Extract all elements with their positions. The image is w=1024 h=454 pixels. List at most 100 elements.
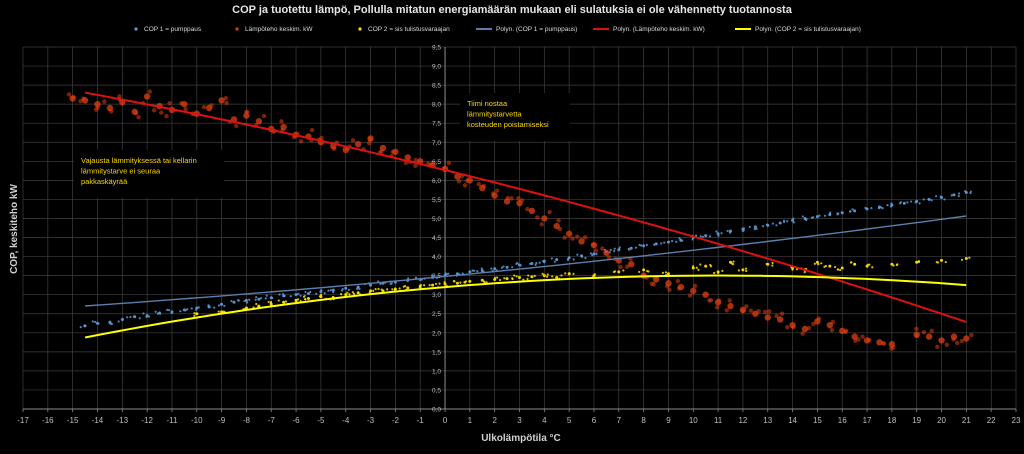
data-point-cop2	[348, 293, 351, 296]
data-point-cop2	[572, 272, 575, 275]
x-tick-label: 23	[1012, 416, 1021, 425]
x-tick-label: -17	[17, 416, 29, 425]
data-point-cop2	[459, 281, 462, 284]
data-point-cop2	[463, 280, 466, 284]
data-point-cop2	[638, 270, 641, 274]
y-tick-label: 8,5	[432, 83, 441, 90]
data-point-heat-power	[494, 188, 500, 193]
data-point-heat-power	[117, 94, 122, 99]
x-tick-label: -8	[243, 416, 251, 425]
data-point-cop1	[476, 270, 479, 273]
data-point-cop1	[248, 298, 251, 301]
data-point-cop2	[555, 276, 559, 280]
data-point-heat-power	[851, 333, 858, 340]
data-point-heat-power	[829, 327, 835, 333]
data-point-cop2	[438, 282, 441, 285]
x-tick-label: 19	[912, 416, 921, 425]
data-point-cop1	[282, 293, 285, 296]
data-point-heat-power	[889, 346, 894, 351]
x-tick-label: -16	[42, 416, 54, 425]
data-point-cop1	[264, 297, 267, 300]
data-point-cop1	[815, 215, 819, 219]
data-point-cop1	[609, 248, 612, 252]
data-point-cop1	[184, 309, 187, 312]
x-axis-label: Ulkolämpötila °C	[481, 433, 561, 444]
data-point-heat-power	[528, 207, 536, 215]
y-axis-label: COP, keskiteho kW	[9, 184, 20, 274]
data-point-heat-power	[816, 316, 822, 321]
data-point-cop2	[731, 262, 735, 266]
x-tick-label: 12	[738, 416, 747, 425]
data-point-cop2	[721, 269, 724, 272]
data-point-cop1	[91, 320, 94, 323]
data-point-cop2	[406, 286, 410, 290]
data-point-cop1	[283, 294, 286, 298]
data-point-cop1	[320, 289, 323, 292]
data-point-cop1	[906, 201, 909, 204]
data-point-cop2	[391, 288, 394, 291]
data-point-cop2	[839, 268, 842, 272]
data-point-heat-power	[255, 118, 263, 125]
data-point-cop2	[815, 260, 819, 264]
data-point-heat-power	[390, 149, 396, 155]
data-point-heat-power	[667, 287, 672, 293]
data-point-cop1	[675, 240, 678, 243]
data-point-cop2	[853, 263, 857, 266]
data-point-cop2	[944, 260, 947, 264]
data-point-cop2	[515, 275, 518, 278]
data-point-cop1	[340, 289, 344, 292]
data-point-heat-power	[591, 242, 596, 247]
data-point-cop1	[699, 235, 702, 238]
data-point-cop1	[748, 225, 751, 229]
data-point-heat-power	[785, 325, 790, 330]
data-point-cop1	[407, 277, 410, 280]
data-point-cop1	[943, 198, 946, 201]
data-point-cop2	[732, 260, 735, 263]
data-point-cop2	[617, 270, 621, 274]
data-point-cop1	[505, 265, 509, 269]
data-point-heat-power	[811, 321, 816, 327]
data-point-heat-power	[600, 246, 605, 251]
data-point-cop1	[828, 213, 831, 216]
data-point-cop2	[351, 291, 354, 294]
data-point-heat-power	[800, 331, 805, 336]
data-point-cop1	[327, 289, 330, 292]
data-point-cop2	[833, 265, 837, 269]
data-point-cop1	[840, 211, 844, 215]
data-point-cop1	[613, 247, 616, 250]
data-point-heat-power	[413, 157, 418, 163]
data-point-cop2	[443, 280, 446, 284]
data-point-cop1	[729, 230, 732, 234]
data-point-heat-power	[929, 328, 934, 334]
y-tick-label: 0,5	[432, 387, 441, 394]
data-point-heat-power	[744, 304, 749, 309]
data-point-heat-power	[464, 178, 470, 183]
data-point-cop1	[97, 322, 100, 325]
trendline	[84, 91, 967, 323]
data-point-cop1	[818, 214, 821, 217]
data-point-cop2	[871, 266, 874, 269]
data-point-cop1	[680, 239, 684, 242]
data-point-cop1	[331, 288, 335, 292]
data-point-cop1	[207, 305, 210, 308]
data-point-cop2	[503, 277, 506, 280]
data-point-cop2	[493, 276, 497, 279]
data-point-cop1	[720, 232, 723, 235]
data-point-cop2	[704, 264, 708, 268]
annotation-box	[460, 93, 570, 141]
data-point-heat-power	[951, 337, 956, 342]
data-point-cop2	[398, 287, 401, 290]
data-point-heat-power	[279, 119, 284, 124]
y-tick-label: 6,0	[432, 178, 441, 185]
data-point-heat-power	[767, 309, 772, 314]
data-point-heat-power	[179, 101, 184, 106]
data-point-cop2	[968, 256, 971, 259]
data-point-heat-power	[298, 139, 304, 144]
data-point-cop1	[812, 216, 815, 219]
data-point-cop1	[219, 303, 223, 306]
data-point-heat-power	[856, 337, 861, 342]
x-tick-label: -10	[191, 416, 203, 425]
x-tick-label: 2	[492, 416, 497, 425]
data-point-cop2	[568, 272, 571, 275]
data-point-cop1	[166, 308, 169, 311]
